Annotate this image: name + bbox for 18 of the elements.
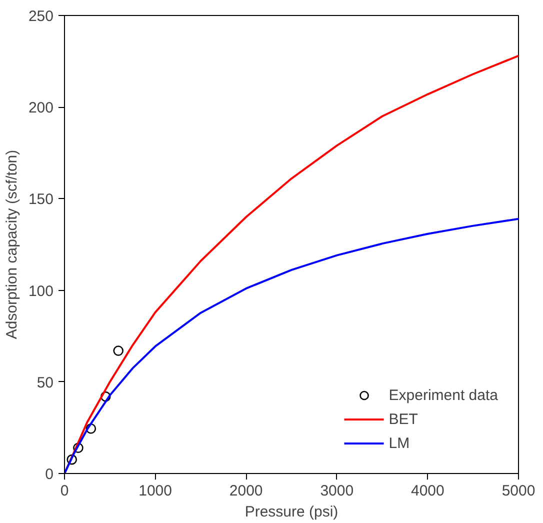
legend-label: LM bbox=[388, 434, 410, 452]
x-tick-label: 3000 bbox=[320, 482, 354, 500]
point bbox=[113, 346, 124, 356]
y-tick-label: 0 bbox=[45, 466, 54, 483]
legend-label: Experiment data bbox=[388, 386, 498, 404]
y-tick-label: 50 bbox=[36, 374, 54, 392]
x-tick-label: 5000 bbox=[502, 482, 536, 500]
x-tick-label: 4000 bbox=[411, 482, 444, 500]
x-tick-label: 2000 bbox=[229, 482, 263, 500]
y-axis-title: Adsorption capacity (scf/ton) bbox=[3, 150, 20, 340]
x-axis-title: Pressure (psi) bbox=[244, 504, 338, 520]
x-tick-label: 1000 bbox=[138, 482, 172, 500]
y-tick-label: 100 bbox=[28, 282, 54, 300]
y-tick-label: 150 bbox=[28, 191, 54, 208]
legend-label: BET bbox=[388, 410, 418, 428]
x-tick-label: 0 bbox=[60, 482, 69, 500]
y-tick-label: 250 bbox=[28, 8, 54, 25]
y-tick-label: 200 bbox=[28, 100, 54, 117]
